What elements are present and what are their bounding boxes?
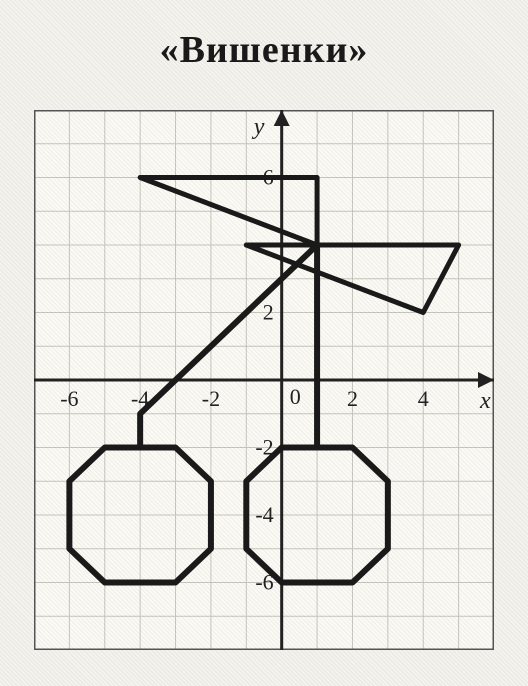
svg-text:-6: -6 [60, 386, 78, 411]
coordinate-chart: -6-4-224-6-4-2260xy [34, 110, 494, 650]
page: «Вишенки» -6-4-224-6-4-2260xy [0, 0, 528, 686]
figure-title: «Вишенки» [0, 0, 528, 72]
chart-area: -6-4-224-6-4-2260xy [34, 110, 494, 650]
svg-text:0: 0 [290, 384, 301, 409]
svg-text:x: x [479, 388, 491, 414]
svg-text:-4: -4 [255, 502, 273, 527]
svg-text:-2: -2 [202, 386, 220, 411]
svg-text:2: 2 [263, 300, 274, 325]
svg-text:y: y [252, 114, 265, 140]
svg-text:4: 4 [418, 386, 429, 411]
svg-text:2: 2 [347, 386, 358, 411]
title-text: «Вишенки» [160, 29, 369, 71]
